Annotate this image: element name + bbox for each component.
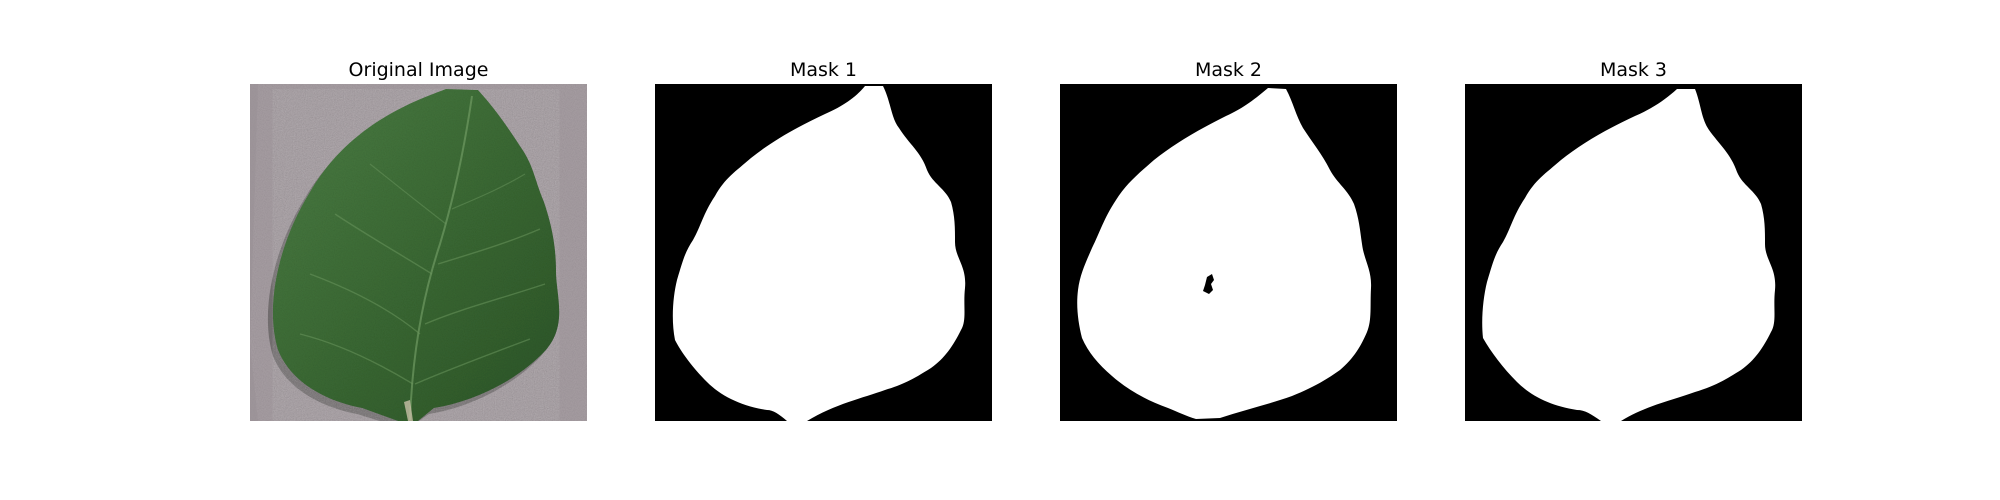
panel-title-original-image: Original Image bbox=[348, 59, 489, 81]
mask-2-foreground bbox=[1077, 88, 1372, 419]
mask-1-panel bbox=[655, 84, 992, 421]
panel-title-mask-3: Mask 3 bbox=[1599, 59, 1668, 81]
leaf-stem bbox=[404, 400, 413, 421]
leaf bbox=[272, 89, 560, 421]
mask-2-hole bbox=[1203, 274, 1214, 294]
mask-3-foreground bbox=[1482, 89, 1776, 421]
mask-1-image bbox=[655, 84, 992, 421]
panel-title-mask-1: Mask 1 bbox=[789, 59, 858, 81]
panel-title-mask-2: Mask 2 bbox=[1194, 59, 1263, 81]
original-image-panel bbox=[250, 84, 587, 421]
leaf-midrib bbox=[409, 95, 473, 421]
mask-3-image bbox=[1465, 84, 1802, 421]
mask-3-panel bbox=[1465, 84, 1802, 421]
mask-1-foreground bbox=[672, 86, 966, 421]
original-image bbox=[250, 84, 587, 421]
mask-2-image bbox=[1060, 84, 1397, 421]
mask-2-panel bbox=[1060, 84, 1397, 421]
